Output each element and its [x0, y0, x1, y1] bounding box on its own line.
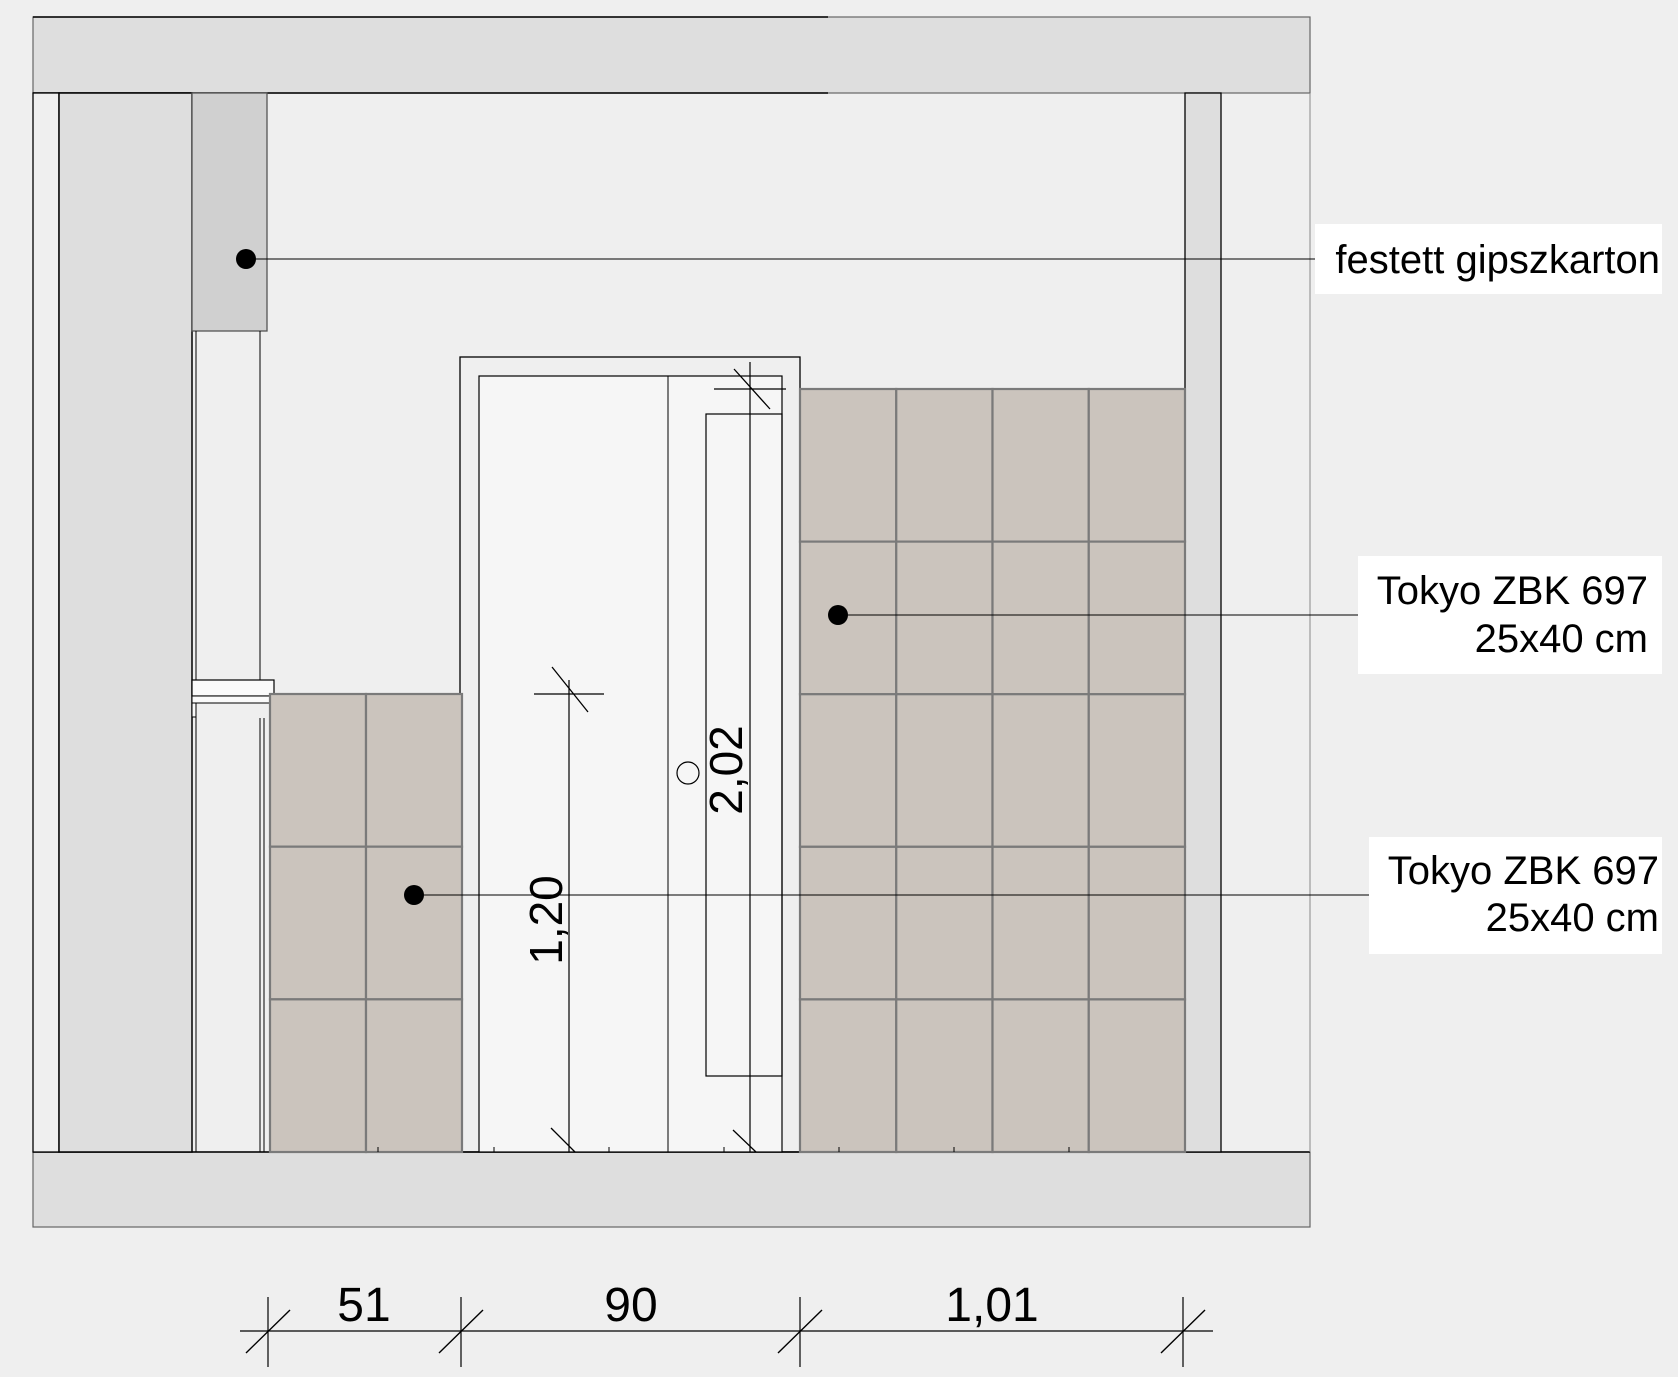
wall-tile: [364, 845, 464, 1001]
wall-tile: [798, 693, 898, 848]
tile-field-right: [798, 387, 1187, 1154]
callout-drywall-line-1: festett gipszkarton: [1335, 238, 1660, 282]
leader-dot-drywall: [236, 249, 256, 269]
left-wall-section: [58, 92, 193, 1153]
wall-tile: [991, 998, 1090, 1154]
ceiling-slab: [32, 16, 1311, 94]
wall-tile: [895, 387, 994, 543]
wall-tile: [991, 540, 1090, 696]
wall-tile: [1087, 998, 1187, 1154]
callout-tile-left-line-1: Tokyo ZBK 697: [1388, 849, 1659, 893]
dimension-door-height: [714, 362, 786, 1153]
door-glass-panel: [705, 413, 783, 1077]
wall-tile: [1087, 845, 1187, 1001]
leader-dot-tile-right: [828, 605, 848, 625]
wall-tile: [991, 845, 1090, 1001]
wall-tile: [268, 998, 368, 1154]
callout-box-drywall: [1315, 224, 1662, 294]
wall-tile: [798, 387, 898, 543]
wall-tile: [268, 845, 368, 1001]
leader-dot-tile-left: [404, 885, 424, 905]
dimension-chain-horizontal: [240, 1297, 1213, 1367]
wall-tile: [895, 998, 994, 1154]
right-wall-section: [1184, 92, 1222, 1153]
dimension-label-right: 1,01: [945, 1279, 1038, 1332]
floor-slab: [32, 1151, 1311, 1228]
wall-tile: [895, 540, 994, 696]
dimension-label-left: 51: [337, 1279, 390, 1332]
drywall-box: [191, 92, 268, 332]
callout-box-tile-left: [1369, 837, 1662, 954]
ledge: [191, 679, 275, 697]
door-leaf: [478, 375, 783, 1153]
dimension-label-door: 90: [604, 1279, 657, 1332]
wall-tile: [268, 692, 368, 848]
callout-tile-right-line-2: 25x40 cm: [1475, 617, 1648, 661]
wall-tile: [991, 387, 1090, 543]
ledge-lip: [191, 695, 272, 704]
callout-tile-right-line-1: Tokyo ZBK 697: [1377, 569, 1648, 613]
callout-tile-left-line-2: 25x40 cm: [1486, 896, 1659, 940]
wall-tile: [1087, 693, 1187, 848]
ledge-bracket: [191, 702, 197, 718]
floor-joints: [263, 1147, 1070, 1152]
wall-tile: [1087, 387, 1187, 543]
dimension-label-wainscot-height: 1,20: [520, 875, 572, 965]
wall-tile: [364, 998, 464, 1154]
wall-tile: [364, 692, 464, 848]
wall-tile: [798, 540, 898, 696]
wall-tile: [991, 693, 1090, 848]
left-wall-outer: [32, 92, 60, 1153]
wall-tile: [798, 845, 898, 1001]
tile-field-left: [268, 692, 464, 1154]
dimension-label-door-height: 2,02: [700, 725, 752, 815]
wall-tile: [895, 693, 994, 848]
callout-box-tile-right: [1358, 556, 1662, 674]
door-handle: [676, 761, 700, 785]
wall-tile: [798, 998, 898, 1154]
wall-tile: [895, 845, 994, 1001]
dimension-wainscot-height: [534, 666, 604, 1153]
wall-tile: [1087, 540, 1187, 696]
